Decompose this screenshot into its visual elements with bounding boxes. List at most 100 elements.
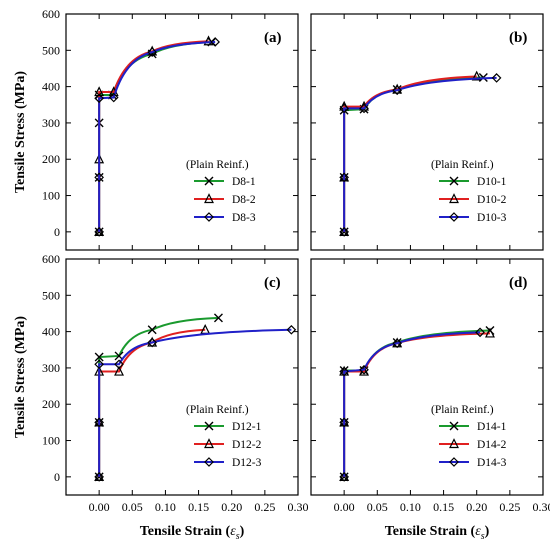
series-line [98, 40, 216, 232]
y-tick-label: 400 [42, 80, 60, 94]
panel-d: 0.00 0.05 0.10 0.15 0.20 0.25 0.30 (d) (Plain Re… [310, 258, 550, 542]
legend-entry: D14-1 [477, 421, 507, 433]
marker-diamond [94, 93, 104, 104]
x-tick-label: 0.15 [433, 500, 454, 514]
panel-label: (b) [509, 30, 527, 46]
x-tick-label: 0.10 [155, 500, 176, 514]
panel-label: (a) [264, 30, 282, 46]
marker-diamond [108, 92, 119, 103]
marker-diamond [94, 471, 104, 482]
y-tick-label: 0 [54, 470, 60, 484]
series-line [343, 76, 484, 232]
x-tick-label: 0.00 [334, 500, 355, 514]
marker-diamond [286, 324, 297, 335]
marker-triangle [203, 35, 214, 46]
legend-entry: D10-2 [477, 194, 507, 206]
panel-label: (d) [509, 275, 527, 291]
marker-triangle [204, 438, 214, 449]
marker-diamond [392, 85, 403, 96]
x-tick-label: 0.30 [288, 500, 309, 514]
marker-diamond [339, 417, 349, 428]
marker-triangle [204, 193, 214, 204]
legend-entry: D14-3 [477, 457, 507, 469]
y-tick-label: 600 [42, 252, 60, 266]
legend-entry: D12-1 [232, 421, 262, 433]
x-tick-label: 0.10 [400, 500, 421, 514]
marker-x [147, 325, 157, 335]
series-D8-3 [94, 37, 220, 237]
legend-entry: D8-3 [232, 212, 256, 224]
y-tick-label: 300 [42, 116, 60, 130]
marker-diamond [204, 212, 214, 222]
legend-title: (Plain Reinf.) [431, 404, 494, 416]
marker-x [204, 176, 214, 186]
series-D8-2 [94, 35, 214, 236]
series-D10-1 [339, 73, 488, 237]
marker-diamond [449, 457, 459, 467]
marker-diamond [449, 212, 459, 222]
marker-triangle [114, 365, 124, 376]
y-tick-label: 600 [42, 7, 60, 21]
series-line [343, 331, 481, 477]
marker-diamond [114, 359, 124, 370]
y-tick-label: 500 [42, 43, 60, 57]
legend-entry: D10-1 [477, 176, 507, 188]
y-axis-label: Tensile Stress (MPa) [13, 71, 28, 193]
y-tick-label: 200 [42, 152, 60, 166]
marker-diamond [339, 172, 349, 183]
marker-diamond [339, 103, 349, 114]
marker-diamond [147, 47, 158, 57]
marker-stroke [204, 176, 214, 186]
series-D8-1 [94, 37, 217, 237]
marker-diamond [359, 103, 369, 114]
legend-entry: D14-2 [477, 439, 507, 451]
y-tick-label: 400 [42, 325, 60, 339]
marker-stroke [114, 351, 124, 361]
marker-diamond [392, 338, 403, 349]
marker-x [213, 313, 223, 323]
series-D12-2 [94, 323, 211, 481]
marker-diamond [210, 37, 220, 47]
marker-diamond [339, 366, 349, 377]
marker-triangle [449, 193, 459, 204]
y-tick-label: 500 [42, 288, 60, 302]
series-line [98, 40, 212, 232]
marker-diamond [475, 327, 485, 338]
series-line [343, 76, 497, 232]
y-axis-label: Tensile Stress (MPa) [13, 316, 28, 438]
y-tick-label: 100 [42, 189, 60, 203]
marker-triangle [94, 86, 105, 97]
legend-title: (Plain Reinf.) [186, 404, 249, 416]
marker-stroke [213, 313, 223, 323]
legend-entry: D8-2 [232, 194, 256, 206]
marker-triangle [449, 438, 459, 449]
panel-c: 0 100 200 300 400 500 600 0.00 0.05 0.10 0.15 0.20 0… [13, 252, 309, 542]
marker-diamond [339, 226, 349, 237]
x-tick-label: 0.20 [466, 500, 487, 514]
marker-diamond [491, 73, 502, 83]
x-tick-label: 0.25 [499, 500, 520, 514]
legend-entry: D8-1 [232, 176, 256, 188]
marker-stroke [449, 176, 459, 186]
legend-title: (Plain Reinf.) [431, 159, 494, 171]
x-tick-label: 0.05 [122, 500, 143, 514]
y-tick-label: 300 [42, 361, 60, 375]
marker-x [94, 352, 104, 362]
plot-frame [65, 258, 299, 496]
series-D10-2 [339, 70, 482, 236]
marker-diamond [359, 364, 369, 375]
plot-frame [310, 258, 544, 496]
marker-diamond [204, 457, 214, 467]
marker-diamond [94, 359, 104, 370]
plot-frame [310, 13, 544, 251]
series-D10-3 [339, 73, 502, 237]
legend-entry: D12-3 [232, 457, 262, 469]
marker-triangle [471, 70, 482, 81]
marker-diamond [94, 172, 104, 183]
x-tick-label: 0.00 [89, 500, 110, 514]
x-tick-label: 0.15 [188, 500, 209, 514]
marker-diamond [94, 417, 104, 428]
series-D14-3 [339, 327, 485, 482]
series-line [98, 40, 209, 232]
marker-stroke [449, 421, 459, 431]
